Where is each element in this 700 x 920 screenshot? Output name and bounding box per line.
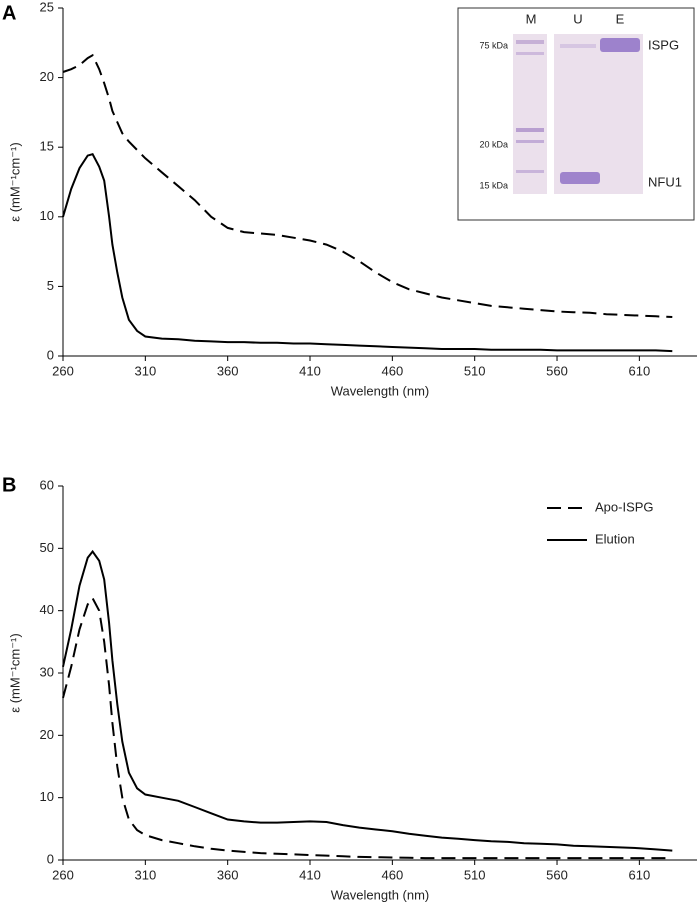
y-tick-label: 25 [40,0,54,14]
y-tick-label: 20 [40,727,54,742]
y-tick-label: 60 [40,477,54,492]
x-tick-label: 310 [134,867,156,882]
y-tick-label: 40 [40,602,54,617]
marker-label: 75 kDa [479,40,508,50]
x-axis-label: Wavelength (nm) [331,887,430,902]
data-line [62,596,673,860]
y-tick-label: 5 [47,278,54,293]
y-tick-label: 30 [40,664,54,679]
data-line [62,53,673,318]
legend-label: Elution [595,531,635,546]
lane-label: M [526,11,537,26]
gel-band [560,172,600,184]
y-axis-label: ε (mM⁻¹cm⁻¹) [7,633,22,712]
panel-label: B [2,474,16,496]
x-tick-label: 410 [299,867,321,882]
y-tick-label: 20 [40,69,54,84]
panel-label: A [2,2,16,24]
x-tick-label: 260 [52,363,74,378]
gel-gap [547,34,554,194]
marker-label: 15 kDa [479,180,508,190]
x-tick-label: 610 [629,363,651,378]
x-tick-label: 360 [217,867,239,882]
x-tick-label: 410 [299,363,321,378]
data-line [62,549,673,852]
gel-band [516,52,544,55]
x-tick-label: 610 [629,867,651,882]
y-axis-label: ε (mM⁻¹cm⁻¹) [7,142,22,221]
x-tick-label: 460 [381,867,403,882]
gel-band [516,140,544,143]
x-axis-label: Wavelength (nm) [331,383,430,398]
lane-label: E [616,11,625,26]
gel-inset: M U E 75 kDa 20 kDa 15 kDa ISPG NFU1 [457,7,695,221]
gel-band [600,38,640,52]
y-tick-label: 0 [47,347,54,362]
y-tick-label: 50 [40,540,54,555]
x-tick-label: 560 [546,867,568,882]
data-line [62,153,673,353]
gel [513,34,643,194]
marker-label: 20 kDa [479,139,508,149]
gel-band [516,170,544,173]
legend-label: Apo-ISPG [595,499,654,514]
x-tick-label: 260 [52,867,74,882]
x-tick-label: 510 [464,363,486,378]
y-tick-label: 0 [47,851,54,866]
band-label: NFU1 [648,174,682,189]
x-tick-label: 510 [464,867,486,882]
y-tick-label: 10 [40,789,54,804]
lane-label: U [573,11,582,26]
gel-band [516,40,544,44]
y-tick-label: 10 [40,208,54,223]
y-tick-label: 15 [40,139,54,154]
gel-band [560,44,596,48]
gel-band [516,128,544,132]
x-tick-label: 460 [381,363,403,378]
band-label: ISPG [648,37,679,52]
x-tick-label: 560 [546,363,568,378]
x-tick-label: 360 [217,363,239,378]
x-tick-label: 310 [134,363,156,378]
